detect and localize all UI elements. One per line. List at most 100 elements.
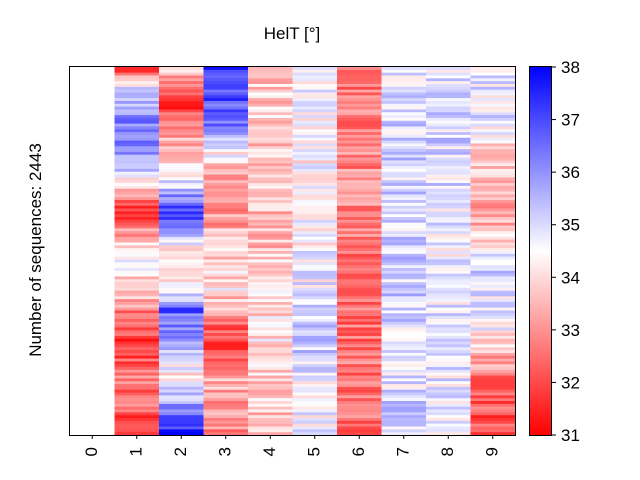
heatmap-cell	[381, 234, 427, 238]
heatmap-cell	[337, 112, 383, 116]
heatmap-cell	[70, 248, 116, 252]
heatmap-cell	[470, 316, 516, 320]
heatmap-cell	[337, 234, 383, 238]
heatmap-cell	[203, 395, 249, 399]
heatmap-cell	[203, 217, 249, 221]
heatmap-cell	[159, 183, 205, 187]
heatmap-cell	[292, 171, 338, 176]
heatmap-cell	[114, 219, 160, 224]
heatmap-cell	[426, 287, 472, 292]
heatmap-cell	[248, 386, 294, 391]
heatmap-cell	[159, 279, 205, 283]
heatmap-cell	[470, 183, 516, 187]
heatmap-cell	[203, 426, 249, 430]
heatmap-cell	[248, 163, 294, 167]
chart-title: HelT [°]	[264, 24, 321, 43]
heatmap-cell	[426, 259, 472, 263]
heatmap-cell	[114, 299, 160, 303]
heatmap-cell	[248, 270, 294, 275]
heatmap-cell	[248, 401, 294, 405]
heatmap-cell	[114, 256, 160, 261]
heatmap-cell	[159, 214, 205, 218]
heatmap-cell	[381, 358, 427, 362]
heatmap-cell	[381, 364, 427, 368]
heatmap-cell	[248, 262, 294, 266]
heatmap-cell	[159, 415, 205, 419]
heatmap-cell	[292, 194, 338, 198]
heatmap-cell	[426, 149, 472, 153]
heatmap-cell	[470, 375, 516, 379]
heatmap-cell	[203, 262, 249, 266]
heatmap-cell	[203, 183, 249, 187]
heatmap-cell	[70, 103, 116, 108]
heatmap-cell	[470, 378, 516, 382]
heatmap-cell	[470, 112, 516, 116]
heatmap-cell	[248, 245, 294, 249]
heatmap-cell	[470, 234, 516, 238]
heatmap-cell	[114, 313, 160, 317]
heatmap-cell	[203, 338, 249, 343]
heatmap-cell	[203, 129, 249, 133]
heatmap-cell	[70, 344, 116, 348]
heatmap-cell	[70, 134, 116, 139]
heatmap-cell	[159, 310, 205, 314]
heatmap-cell	[159, 344, 205, 348]
heatmap-cell	[337, 324, 383, 329]
heatmap-cell	[381, 211, 427, 215]
colorbar-ticks: 31 32 33 34 35 36 37 38	[552, 58, 580, 445]
heatmap-cell	[381, 117, 427, 122]
heatmap-cell	[203, 219, 249, 224]
heatmap-cell	[159, 160, 205, 164]
heatmap-cell	[381, 245, 427, 249]
heatmap-cell	[292, 251, 338, 255]
heatmap-cell	[203, 381, 249, 385]
heatmap-cell	[426, 358, 472, 362]
heatmap-cell	[337, 120, 383, 125]
heatmap-cell	[426, 185, 472, 190]
heatmap-cell	[426, 211, 472, 215]
heatmap-cell	[292, 347, 338, 351]
heatmap-cell	[248, 120, 294, 125]
heatmap-cell	[292, 154, 338, 159]
heatmap-cell	[337, 86, 383, 91]
heatmap-cell	[114, 310, 160, 314]
heatmap-cell	[248, 242, 294, 246]
heatmap-cell	[159, 191, 205, 195]
heatmap-cell	[426, 231, 472, 235]
heatmap-cell	[426, 137, 472, 142]
heatmap-cell	[337, 355, 383, 360]
heatmap-cell	[70, 132, 116, 136]
heatmap-cell	[159, 205, 205, 210]
heatmap-cell	[248, 253, 294, 258]
heatmap-cell	[470, 287, 516, 292]
heatmap-cell	[248, 239, 294, 244]
heatmap-cell	[203, 287, 249, 292]
heatmap-cell	[159, 265, 205, 269]
heatmap-cell	[292, 109, 338, 113]
heatmap-cell	[381, 296, 427, 300]
heatmap-cell	[159, 420, 205, 425]
heatmap-cell	[470, 330, 516, 334]
heatmap-cell	[292, 143, 338, 147]
heatmap-cell	[337, 171, 383, 176]
heatmap-cell	[292, 284, 338, 289]
heatmap-cell	[159, 327, 205, 331]
heatmap-cell	[114, 409, 160, 413]
heatmap-cell	[426, 290, 472, 295]
heatmap-cell	[381, 386, 427, 391]
heatmap-cell	[292, 86, 338, 91]
heatmap-cell	[426, 112, 472, 116]
heatmap-cell	[248, 146, 294, 150]
heatmap-cell	[337, 174, 383, 178]
colorbar-tick-label: 33	[561, 321, 580, 340]
heatmap-cell	[159, 432, 205, 436]
heatmap-cell	[470, 78, 516, 82]
heatmap-cell	[337, 350, 383, 354]
heatmap-cell	[159, 228, 205, 232]
heatmap-cell	[203, 242, 249, 246]
heatmap-cell	[381, 129, 427, 133]
heatmap-cell	[114, 248, 160, 252]
heatmap-cell	[337, 378, 383, 382]
heatmap-cell	[159, 321, 205, 326]
heatmap-cell	[470, 143, 516, 147]
